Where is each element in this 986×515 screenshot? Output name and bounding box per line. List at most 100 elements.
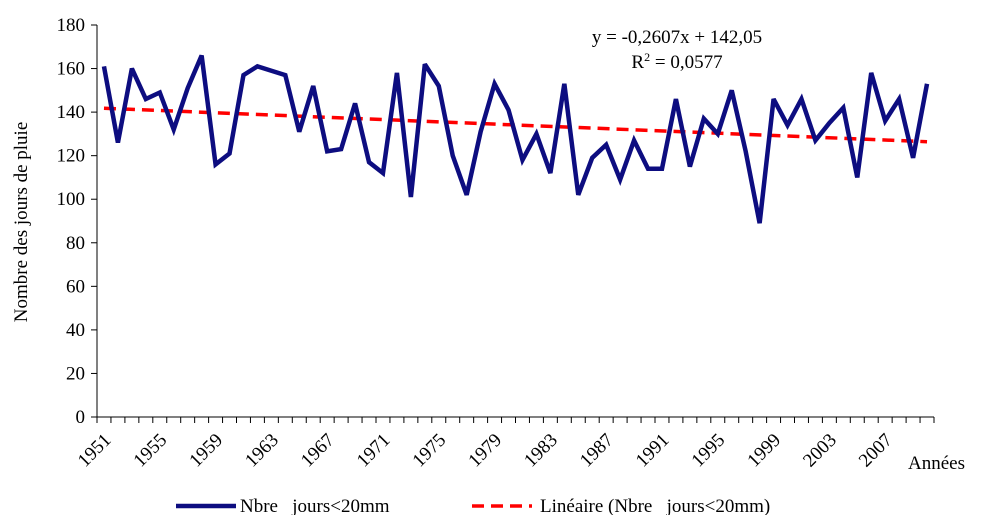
data-point bbox=[855, 175, 859, 179]
x-tick-label: 1955 bbox=[130, 430, 172, 472]
data-point bbox=[437, 84, 441, 88]
x-tick-label: 1967 bbox=[297, 430, 339, 472]
data-point bbox=[841, 106, 845, 110]
y-tick-label: 140 bbox=[57, 102, 86, 123]
data-point bbox=[353, 101, 357, 105]
x-axis-label: Années bbox=[908, 453, 965, 474]
data-point bbox=[130, 67, 134, 71]
x-tick-label: 2007 bbox=[855, 430, 897, 472]
data-point bbox=[269, 69, 273, 73]
y-axis: 0 20 40 60 80 100 120 140 160 180 bbox=[57, 15, 98, 428]
data-point bbox=[646, 167, 650, 171]
data-point bbox=[548, 171, 552, 175]
y-axis-label: Nombre des jours de pluie bbox=[11, 122, 32, 323]
data-point bbox=[297, 130, 301, 134]
series-line bbox=[101, 54, 930, 224]
y-tick-label: 40 bbox=[66, 320, 85, 341]
data-point bbox=[507, 108, 511, 112]
data-point bbox=[395, 71, 399, 75]
data-point bbox=[660, 167, 664, 171]
y-tick-label: 160 bbox=[57, 59, 86, 80]
x-axis: 1951 1955 1959 1963 1967 1971 1975 1979 1983 1987… bbox=[74, 416, 935, 472]
data-point bbox=[311, 84, 315, 88]
data-point bbox=[116, 141, 120, 145]
data-point bbox=[186, 86, 190, 90]
data-point bbox=[576, 193, 580, 197]
legend: Nbre jours<20mm Linéaire (Nbre jours<20m… bbox=[176, 496, 770, 515]
data-point bbox=[158, 91, 162, 95]
r-squared-exponent: 2 bbox=[644, 50, 650, 64]
x-tick-label: 1991 bbox=[632, 430, 674, 472]
series-line-layer bbox=[101, 54, 930, 224]
data-point bbox=[674, 97, 678, 101]
x-tick-label: 1983 bbox=[520, 430, 562, 472]
data-point bbox=[102, 64, 106, 68]
data-point bbox=[493, 82, 497, 86]
x-tick-label: 1999 bbox=[743, 430, 785, 472]
data-point bbox=[702, 117, 706, 121]
data-point bbox=[730, 88, 734, 92]
data-point bbox=[883, 119, 887, 123]
data-point bbox=[534, 132, 538, 136]
data-point bbox=[479, 130, 483, 134]
r-squared-prefix: R bbox=[631, 52, 644, 73]
data-point bbox=[744, 149, 748, 153]
data-point bbox=[590, 156, 594, 160]
data-point bbox=[911, 156, 915, 160]
data-point bbox=[144, 97, 148, 101]
x-tick-label: 1971 bbox=[353, 430, 395, 472]
trend-line bbox=[103, 106, 928, 144]
data-point bbox=[325, 149, 329, 153]
y-tick-label: 180 bbox=[57, 15, 86, 36]
data-point bbox=[423, 62, 427, 66]
y-tick-label: 80 bbox=[66, 233, 85, 254]
y-tick-label: 60 bbox=[66, 276, 85, 297]
data-point bbox=[786, 123, 790, 127]
data-point bbox=[255, 64, 259, 68]
trend-equation: y = -0,2607x + 142,05 bbox=[592, 27, 762, 48]
x-tick-label: 1975 bbox=[409, 430, 451, 472]
y-tick-label: 100 bbox=[57, 189, 86, 210]
y-tick-label: 0 bbox=[76, 407, 86, 428]
data-point bbox=[604, 143, 608, 147]
data-point bbox=[688, 165, 692, 169]
data-point bbox=[241, 73, 245, 77]
x-tick-label: 2003 bbox=[799, 430, 841, 472]
x-tick-label: 1951 bbox=[74, 430, 116, 472]
trend-line-layer bbox=[103, 106, 928, 144]
data-point bbox=[799, 97, 803, 101]
data-point bbox=[451, 154, 455, 158]
data-point bbox=[520, 158, 524, 162]
legend-label-trend: Linéaire (Nbre jours<20mm) bbox=[540, 496, 770, 515]
data-point bbox=[772, 97, 776, 101]
y-tick-label: 20 bbox=[66, 363, 85, 384]
data-point bbox=[869, 71, 873, 75]
data-point bbox=[632, 138, 636, 142]
data-point bbox=[339, 147, 343, 151]
data-point bbox=[897, 97, 901, 101]
r-squared-value: = 0,0577 bbox=[650, 52, 722, 73]
data-point bbox=[618, 178, 622, 182]
data-point bbox=[925, 82, 929, 86]
data-point bbox=[562, 82, 566, 86]
data-point bbox=[367, 160, 371, 164]
data-point bbox=[813, 138, 817, 142]
x-tick-label: 1963 bbox=[241, 430, 283, 472]
x-tick-label: 1995 bbox=[688, 430, 730, 472]
data-point bbox=[381, 171, 385, 175]
data-point bbox=[214, 162, 218, 166]
data-point bbox=[465, 193, 469, 197]
r-squared-annotation: R2 = 0,0577 bbox=[631, 50, 722, 73]
x-tick-label: 1959 bbox=[185, 430, 227, 472]
data-point bbox=[283, 73, 287, 77]
data-point bbox=[758, 221, 762, 225]
y-tick-label: 120 bbox=[57, 146, 86, 167]
data-point bbox=[409, 195, 413, 199]
x-tick-label: 1979 bbox=[464, 430, 506, 472]
data-point bbox=[827, 121, 831, 125]
data-point bbox=[200, 53, 204, 57]
data-point bbox=[172, 128, 176, 132]
data-point bbox=[228, 151, 232, 155]
legend-label-series: Nbre jours<20mm bbox=[240, 496, 390, 515]
